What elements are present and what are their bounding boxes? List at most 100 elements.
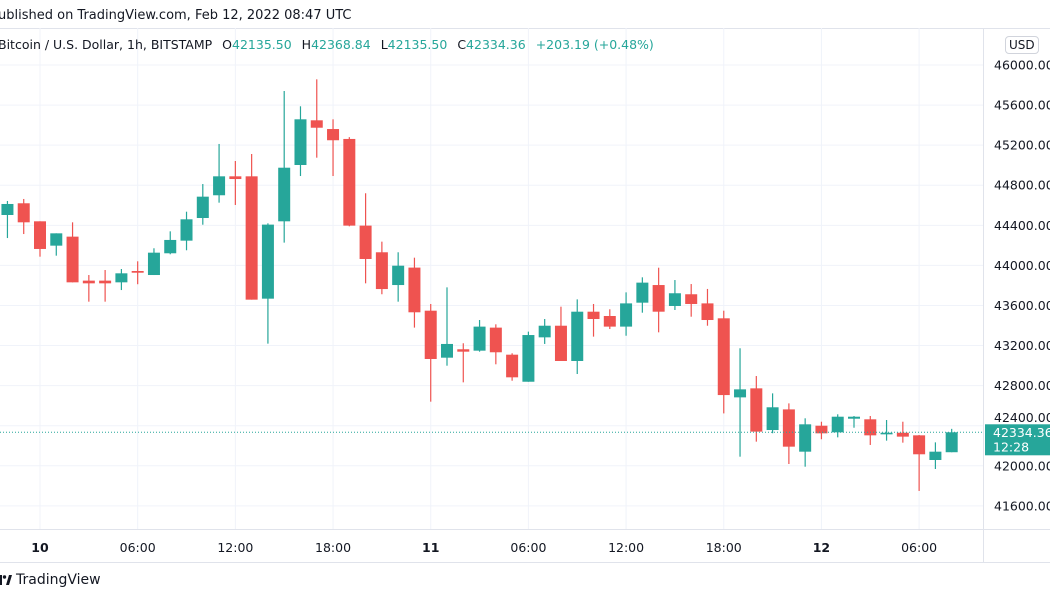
candle-up[interactable] <box>294 106 307 177</box>
candle-up[interactable] <box>473 320 486 352</box>
candle-body <box>99 280 112 284</box>
candle-down[interactable] <box>245 153 258 300</box>
candle-up[interactable] <box>831 414 844 438</box>
candle-up[interactable] <box>799 418 812 467</box>
candle-body <box>310 120 323 128</box>
candle-down[interactable] <box>359 193 372 284</box>
candle-down[interactable] <box>310 79 323 158</box>
candle-up[interactable] <box>180 211 193 251</box>
time-tick-label: 12:00 <box>608 540 644 555</box>
tradingview-logo[interactable]: TradingView <box>0 572 101 588</box>
candle-up[interactable] <box>213 143 226 203</box>
candle-body <box>929 451 942 460</box>
price-axis[interactable]: 46000.00 45600.00 45200.00 44800.00 44400.00… <box>994 58 1050 514</box>
price-tick-label: 42800.00 <box>994 378 1050 393</box>
candle-down[interactable] <box>864 416 877 445</box>
candle-down[interactable] <box>685 284 698 317</box>
candle-up[interactable] <box>147 248 160 276</box>
candle-down[interactable] <box>66 222 79 283</box>
candle-down[interactable] <box>896 421 909 443</box>
currency-button[interactable]: USD <box>1005 36 1039 54</box>
candle-up[interactable] <box>115 269 128 291</box>
candle-down[interactable] <box>717 310 730 414</box>
candle-down[interactable] <box>457 343 470 383</box>
time-tick-label: 06:00 <box>510 540 546 555</box>
candle-down[interactable] <box>913 435 926 491</box>
candle-up[interactable] <box>278 90 291 243</box>
candle-up[interactable] <box>392 252 405 302</box>
candle-body <box>636 282 649 303</box>
candle-up[interactable] <box>929 442 942 470</box>
candle-down[interactable] <box>99 270 112 302</box>
candle-down[interactable] <box>424 303 437 402</box>
candle-body <box>815 425 828 434</box>
candle-down[interactable] <box>815 421 828 440</box>
time-tick-label: 06:00 <box>120 540 156 555</box>
candle-up[interactable] <box>50 233 63 256</box>
high-value: 42368.84 <box>311 37 371 52</box>
candle-down[interactable] <box>229 160 242 205</box>
candle-up[interactable] <box>261 223 274 344</box>
candle-up[interactable] <box>880 420 893 441</box>
price-tick-label: 43600.00 <box>994 298 1050 313</box>
candle-down[interactable] <box>343 137 356 227</box>
candle-body <box>864 419 877 436</box>
candle-body <box>245 176 258 300</box>
candle-down[interactable] <box>375 241 388 295</box>
price-tick-label: 44400.00 <box>994 218 1050 233</box>
candle-body <box>82 280 95 284</box>
candle-up[interactable] <box>620 292 633 336</box>
price-tick-label: 44800.00 <box>994 178 1050 193</box>
candle-body <box>620 303 633 327</box>
candle-up[interactable] <box>668 280 681 310</box>
candle-up[interactable] <box>441 287 453 366</box>
symbol-legend: Bitcoin / U.S. Dollar, 1h, BITSTAMP O421… <box>0 37 654 52</box>
candle-down[interactable] <box>701 288 714 326</box>
candle-down[interactable] <box>750 376 763 442</box>
candle-body <box>278 167 291 222</box>
time-axis[interactable]: 10 06:00 12:00 18:00 11 06:00 12:00 18:00 12 06:0… <box>31 540 937 555</box>
candle-down[interactable] <box>489 324 502 365</box>
candle-up[interactable] <box>766 393 779 434</box>
candle-down[interactable] <box>34 221 46 257</box>
candle-up[interactable] <box>196 184 209 225</box>
candle-down[interactable] <box>327 119 340 177</box>
candle-down[interactable] <box>554 306 567 361</box>
candle-down[interactable] <box>506 353 519 381</box>
candle-body <box>750 388 763 432</box>
candle-down[interactable] <box>17 198 30 235</box>
candle-down[interactable] <box>603 309 616 330</box>
candle-up[interactable] <box>571 299 584 375</box>
header-divider <box>0 28 1050 29</box>
candle-up[interactable] <box>734 348 747 457</box>
candle-up[interactable] <box>636 277 649 313</box>
candle-down[interactable] <box>408 257 421 328</box>
candle-body <box>50 233 63 246</box>
candle-body <box>115 273 128 283</box>
candle-down[interactable] <box>131 261 144 285</box>
candle-down[interactable] <box>587 303 600 337</box>
grid <box>0 28 983 529</box>
candle-body <box>896 432 909 437</box>
candle-up[interactable] <box>1 200 14 239</box>
price-tick-label: 43200.00 <box>994 338 1050 353</box>
open-label: O <box>222 37 233 52</box>
close-value: 42334.36 <box>466 37 526 52</box>
candle-body <box>392 265 405 286</box>
candle-body <box>522 335 535 382</box>
candle-body <box>1 203 14 215</box>
candle-body <box>359 225 372 259</box>
price-tick-label: 42400.00 <box>994 410 1050 425</box>
candle-down[interactable] <box>652 267 665 333</box>
candle-body <box>229 176 242 180</box>
candle-up[interactable] <box>164 231 177 255</box>
candle-up[interactable] <box>522 331 535 382</box>
candle-up[interactable] <box>538 319 551 344</box>
candle-body <box>261 224 274 299</box>
high-label: H <box>301 37 312 52</box>
candle-body <box>375 252 388 290</box>
candle-up[interactable] <box>848 416 860 428</box>
candle-down[interactable] <box>82 275 95 302</box>
candle-down[interactable] <box>782 403 795 464</box>
